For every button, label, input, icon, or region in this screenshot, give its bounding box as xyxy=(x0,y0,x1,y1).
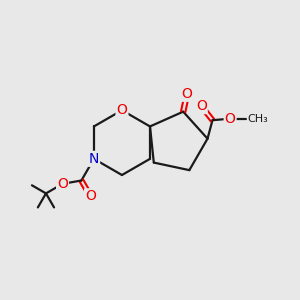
Text: O: O xyxy=(196,99,207,113)
Text: O: O xyxy=(182,87,192,101)
Text: N: N xyxy=(89,152,99,166)
Text: O: O xyxy=(85,189,96,203)
Text: O: O xyxy=(225,112,236,126)
Text: O: O xyxy=(57,177,68,191)
Text: CH₃: CH₃ xyxy=(248,114,268,124)
Text: O: O xyxy=(116,103,128,117)
